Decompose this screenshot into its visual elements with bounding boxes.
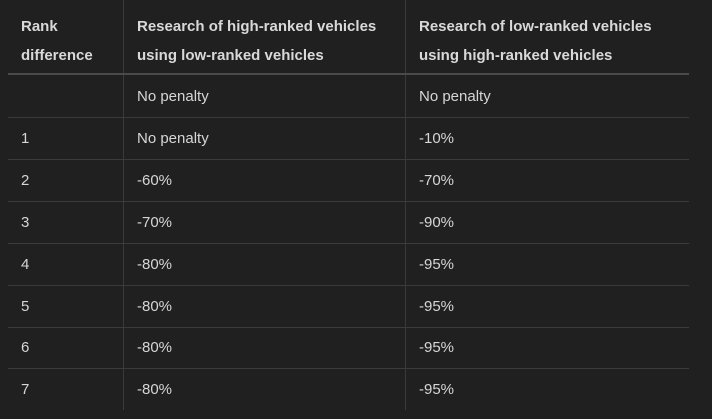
header-line: Research of high-ranked vehicles	[137, 18, 377, 35]
low-ranked-penalty-cell: -95%	[419, 298, 455, 315]
low-ranked-penalty-cell: No penalty	[419, 88, 491, 105]
rank-cell: 1	[21, 130, 30, 147]
high-ranked-penalty-cell: -70%	[137, 214, 173, 231]
table-header: Rank difference Research of high-ranked …	[8, 0, 689, 75]
rank-cell: 4	[21, 256, 30, 273]
header-line: using low-ranked vehicles	[137, 47, 324, 64]
table-row: 2 -60% -70%	[8, 160, 689, 202]
low-ranked-penalty-cell: -90%	[419, 214, 455, 231]
header-line: Research of low-ranked vehicles	[419, 18, 652, 35]
high-ranked-penalty-cell: -80%	[137, 380, 173, 398]
low-ranked-penalty-cell: -95%	[419, 380, 455, 398]
table-row: 6 -80% -95%	[8, 327, 689, 369]
high-ranked-penalty-cell: No penalty	[137, 130, 209, 147]
header-low-ranked-research: Research of low-ranked vehicles using hi…	[419, 12, 652, 70]
low-ranked-penalty-cell: -70%	[419, 172, 455, 189]
table-row: 3 -70% -90%	[8, 202, 689, 244]
table-row: 7 -80% -95%	[8, 368, 689, 410]
low-ranked-penalty-cell: -95%	[419, 256, 455, 273]
header-rank-difference: Rank difference	[21, 12, 93, 70]
header-line: difference	[21, 47, 93, 64]
table-row: 5 -80% -95%	[8, 286, 689, 328]
low-ranked-penalty-cell: -10%	[419, 130, 455, 147]
rank-cell: 7	[21, 380, 30, 398]
high-ranked-penalty-cell: No penalty	[137, 88, 209, 105]
header-line: Rank	[21, 18, 58, 35]
header-line: using high-ranked vehicles	[419, 47, 613, 64]
rank-cell: 6	[21, 339, 30, 356]
high-ranked-penalty-cell: -80%	[137, 256, 173, 273]
column-divider	[405, 0, 406, 410]
rank-cell: 5	[21, 298, 30, 315]
column-divider	[123, 0, 124, 410]
rank-cell: 2	[21, 172, 30, 189]
table-row: 4 -80% -95%	[8, 244, 689, 286]
table-row: 1 No penalty -10%	[8, 118, 689, 160]
high-ranked-penalty-cell: -80%	[137, 339, 173, 356]
rank-cell: 3	[21, 214, 30, 231]
header-high-ranked-research: Research of high-ranked vehicles using l…	[137, 12, 376, 70]
low-ranked-penalty-cell: -95%	[419, 339, 455, 356]
high-ranked-penalty-cell: -80%	[137, 298, 173, 315]
table-row: No penalty No penalty	[8, 76, 689, 118]
high-ranked-penalty-cell: -60%	[137, 172, 173, 189]
